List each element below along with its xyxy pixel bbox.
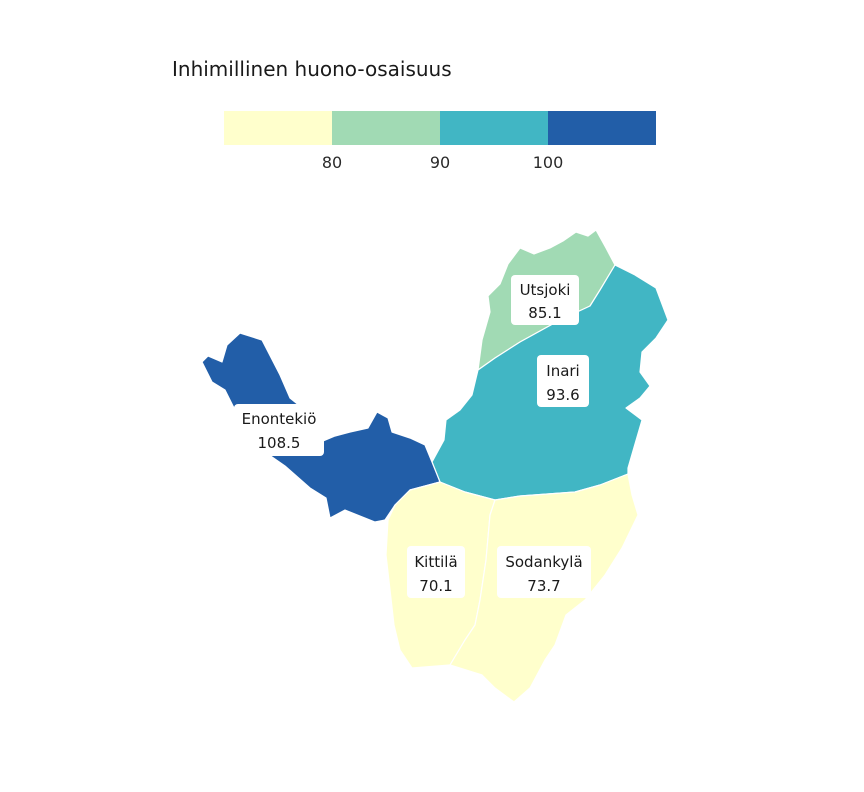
legend-tick-100: 100 — [532, 153, 564, 172]
legend-swatch-2 — [332, 111, 440, 145]
label-inari-value: 93.6 — [546, 386, 579, 404]
label-kittila-name: Kittilä — [414, 553, 457, 571]
label-utsjoki-name: Utsjoki — [520, 281, 571, 299]
legend-tick-80: 80 — [321, 153, 343, 172]
label-kittila-value: 70.1 — [419, 577, 452, 595]
label-utsjoki: Utsjoki 85.1 — [511, 275, 579, 325]
label-kittila: Kittilä 70.1 — [407, 546, 465, 598]
legend-tick-90: 90 — [429, 153, 451, 172]
legend-swatch-3 — [440, 111, 548, 145]
label-inari-name: Inari — [546, 362, 579, 380]
legend-swatch-1 — [224, 111, 332, 145]
label-sodankyla-value: 73.7 — [527, 577, 560, 595]
legend-title: Inhimillinen huono-osaisuus — [172, 57, 452, 81]
legend-swatch-4 — [548, 111, 656, 145]
label-enontekio-value: 108.5 — [258, 434, 301, 452]
color-legend — [224, 111, 656, 145]
label-utsjoki-value: 85.1 — [528, 304, 561, 322]
label-enontekio: Enontekiö 108.5 — [234, 404, 324, 456]
label-sodankyla: Sodankylä 73.7 — [497, 546, 591, 598]
label-inari: Inari 93.6 — [537, 355, 589, 407]
label-sodankyla-name: Sodankylä — [505, 553, 582, 571]
label-enontekio-name: Enontekiö — [242, 410, 317, 428]
